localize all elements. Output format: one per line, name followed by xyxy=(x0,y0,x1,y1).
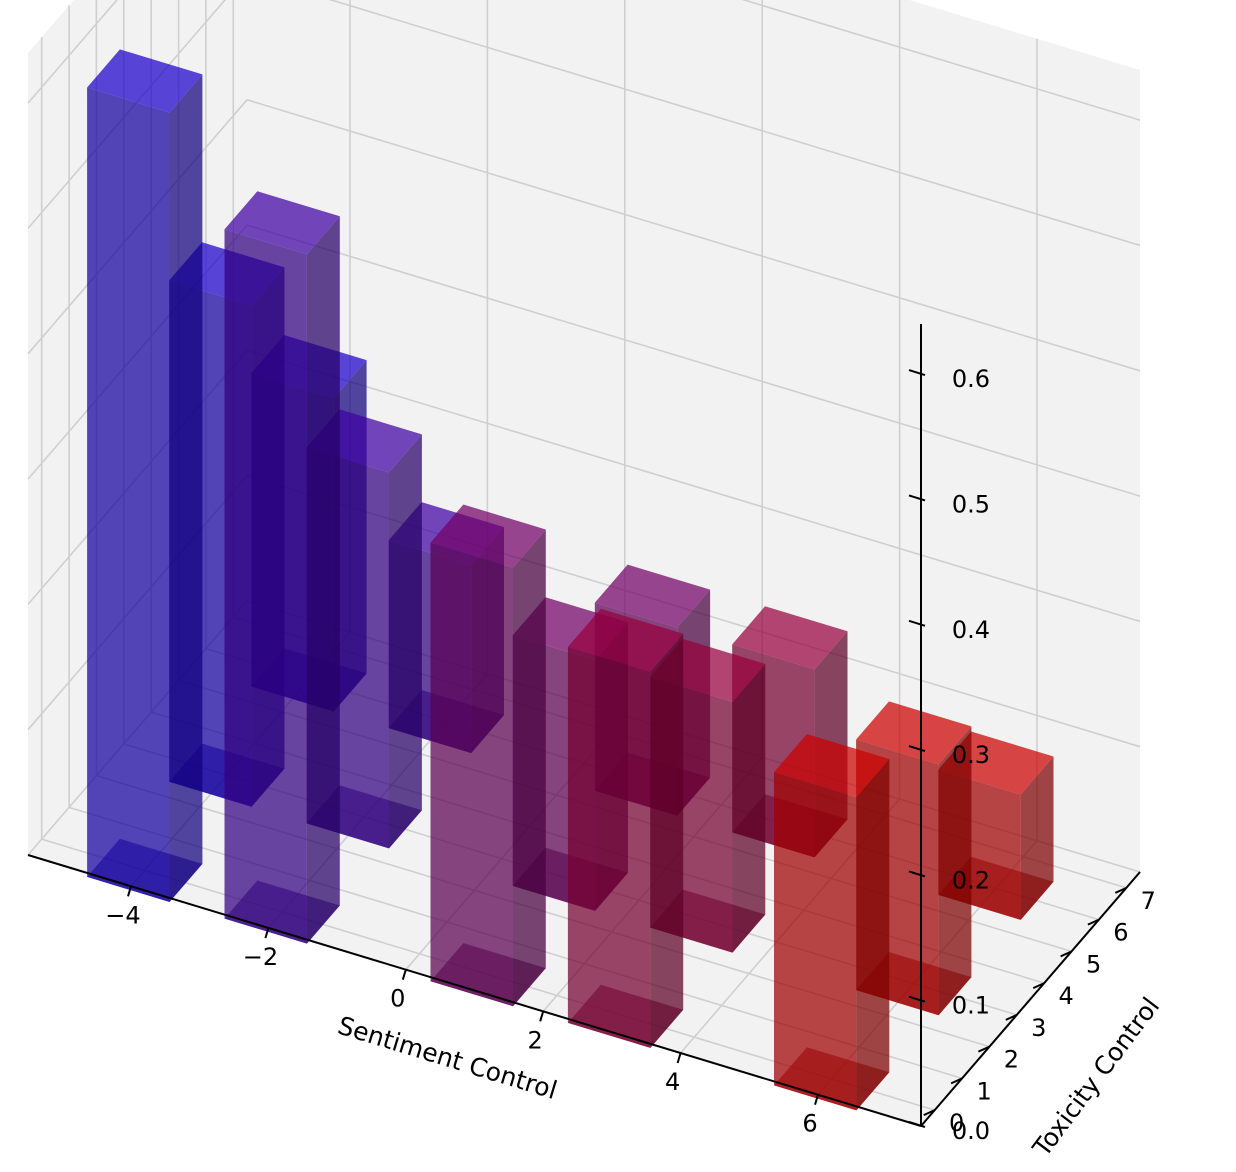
bar-side-face xyxy=(169,74,203,902)
bar-top-face xyxy=(87,49,203,113)
x-tick-label: 0 xyxy=(390,985,405,1013)
bar-side-face xyxy=(389,434,422,849)
x-axis-line xyxy=(27,854,922,1127)
z-tick-label: 0.6 xyxy=(952,365,990,393)
grid-line xyxy=(246,224,1141,497)
y-tick-label: 7 xyxy=(1141,887,1156,915)
y-tick xyxy=(1114,886,1127,894)
bar-side-face xyxy=(732,663,766,953)
y-tick xyxy=(950,1077,963,1085)
z-tick xyxy=(908,619,926,627)
y-tick xyxy=(1087,918,1100,926)
bar xyxy=(774,734,890,1111)
y-axis-label: Toxicity Control xyxy=(1027,992,1166,1163)
z-tick-label: 0.2 xyxy=(952,866,990,894)
y-tick-label: 4 xyxy=(1059,982,1074,1010)
bar xyxy=(430,504,546,1007)
grid-line xyxy=(27,0,118,104)
x-tick-label: 4 xyxy=(665,1068,680,1096)
z-tick xyxy=(908,369,926,377)
z-tick xyxy=(908,870,926,878)
y-axis-line xyxy=(920,871,1141,1127)
grid-line xyxy=(741,0,1141,121)
y-tick-label: 6 xyxy=(1113,919,1128,947)
bar-top-face xyxy=(774,734,890,798)
bar-side-face xyxy=(650,633,684,1048)
bar-front-face xyxy=(87,87,170,902)
bar-top-face xyxy=(430,504,546,568)
z-tick-label: 0.1 xyxy=(952,992,990,1020)
bar xyxy=(224,191,340,944)
bar-side-face xyxy=(938,726,972,1016)
bars xyxy=(87,49,1054,1111)
bar-side-face xyxy=(513,529,546,1007)
z-tick xyxy=(908,1121,926,1128)
bar-side-face xyxy=(306,216,340,944)
z-tick xyxy=(908,745,926,753)
bar-front-face xyxy=(430,542,513,1007)
z-tick-label: 0.5 xyxy=(952,490,990,518)
x-tick-label: 2 xyxy=(528,1026,543,1054)
bar-top-face xyxy=(567,608,684,672)
x-tick xyxy=(814,1094,819,1105)
bar-front-face xyxy=(224,229,307,944)
y-tick-label: 2 xyxy=(1004,1046,1019,1074)
z-tick-label: 0.3 xyxy=(952,741,990,769)
grid-line xyxy=(246,99,1141,372)
x-tick xyxy=(401,969,407,980)
bar xyxy=(87,49,203,902)
x-tick xyxy=(676,1052,682,1064)
y-tick-label: 3 xyxy=(1031,1014,1046,1042)
bar-side-face xyxy=(1020,756,1054,920)
x-tick xyxy=(264,927,270,939)
bar-top-face xyxy=(732,606,848,670)
y-tick xyxy=(923,1109,936,1117)
bar-top-face xyxy=(594,564,711,628)
bar-front-face xyxy=(567,646,651,1048)
x-tick-label: 6 xyxy=(802,1110,817,1138)
x-tick xyxy=(539,1011,545,1022)
y-tick xyxy=(1005,1013,1018,1021)
z-tick-label: 0.0 xyxy=(952,1117,990,1145)
bar-top-face xyxy=(224,191,340,255)
x-axis-label: Sentiment Control xyxy=(334,1011,560,1105)
y-tick xyxy=(1060,950,1073,958)
z-tick xyxy=(908,494,926,502)
y-tick xyxy=(1032,982,1045,990)
z-tick xyxy=(908,995,926,1003)
x-tick-label: −2 xyxy=(243,943,278,971)
y-tick-label: 5 xyxy=(1086,950,1101,978)
bar-front-face xyxy=(774,772,857,1111)
y-tick-label: 0 xyxy=(949,1109,964,1137)
x-tick xyxy=(127,886,132,897)
grid-line xyxy=(328,0,1141,247)
bar xyxy=(567,608,684,1048)
x-tick-label: −4 xyxy=(105,901,140,929)
y-tick xyxy=(977,1045,990,1053)
z-tick-label: 0.4 xyxy=(952,616,990,644)
bar-side-face xyxy=(856,759,890,1111)
bar-top-face xyxy=(856,701,972,765)
grid-line xyxy=(246,349,1141,623)
y-tick-label: 1 xyxy=(976,1077,991,1105)
